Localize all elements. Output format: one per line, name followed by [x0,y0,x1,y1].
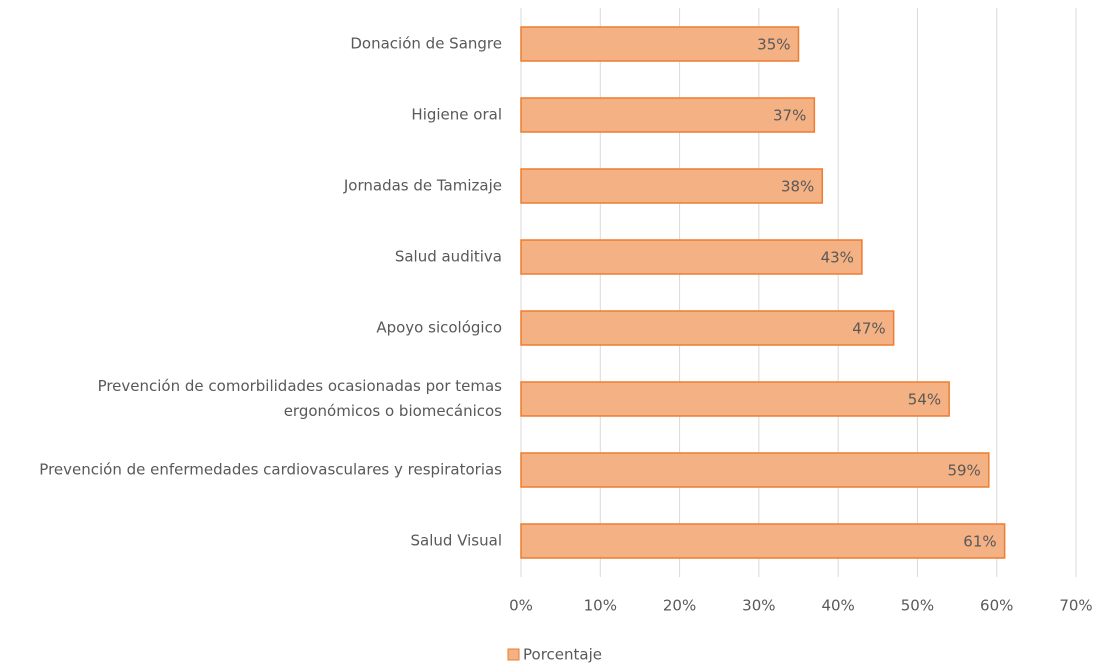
legend-label: Porcentaje [523,646,602,664]
data-label: 47% [852,320,885,338]
bar [520,452,990,488]
x-tick-label: 0% [509,597,533,615]
data-label: 54% [908,391,941,409]
x-tick-label: 30% [742,597,775,615]
bar [520,168,824,204]
x-tick-label: 40% [821,597,854,615]
bar [520,97,816,133]
x-tick-label: 60% [980,597,1013,615]
y-tick-label: Prevención de comorbilidades ocasionadas… [97,377,502,420]
data-label: 43% [821,249,854,267]
bar [520,26,800,62]
bar [520,523,1006,559]
x-tick-label: 10% [584,597,617,615]
y-tick-label: Jornadas de Tamizaje [343,176,502,195]
data-label: 37% [773,107,806,125]
bar [520,381,950,417]
x-tick-label: 70% [1059,597,1092,615]
x-tick-label: 50% [901,597,934,615]
y-tick-label: Salud auditiva [394,247,502,266]
y-tick-label: Apoyo sicológico [376,318,502,337]
data-label: 38% [781,178,814,196]
bar [520,239,863,275]
bar [520,310,895,346]
data-label: 61% [963,533,996,551]
x-tick-label: 20% [663,597,696,615]
legend-swatch [507,648,520,661]
y-tick-label: Donación de Sangre [350,34,502,53]
data-label: 59% [947,462,980,480]
y-tick-label: Salud Visual [410,531,502,550]
y-tick-label: Prevención de enfermedades cardiovascula… [39,460,502,479]
y-tick-label: Higiene oral [411,105,502,124]
data-label: 35% [757,36,790,54]
